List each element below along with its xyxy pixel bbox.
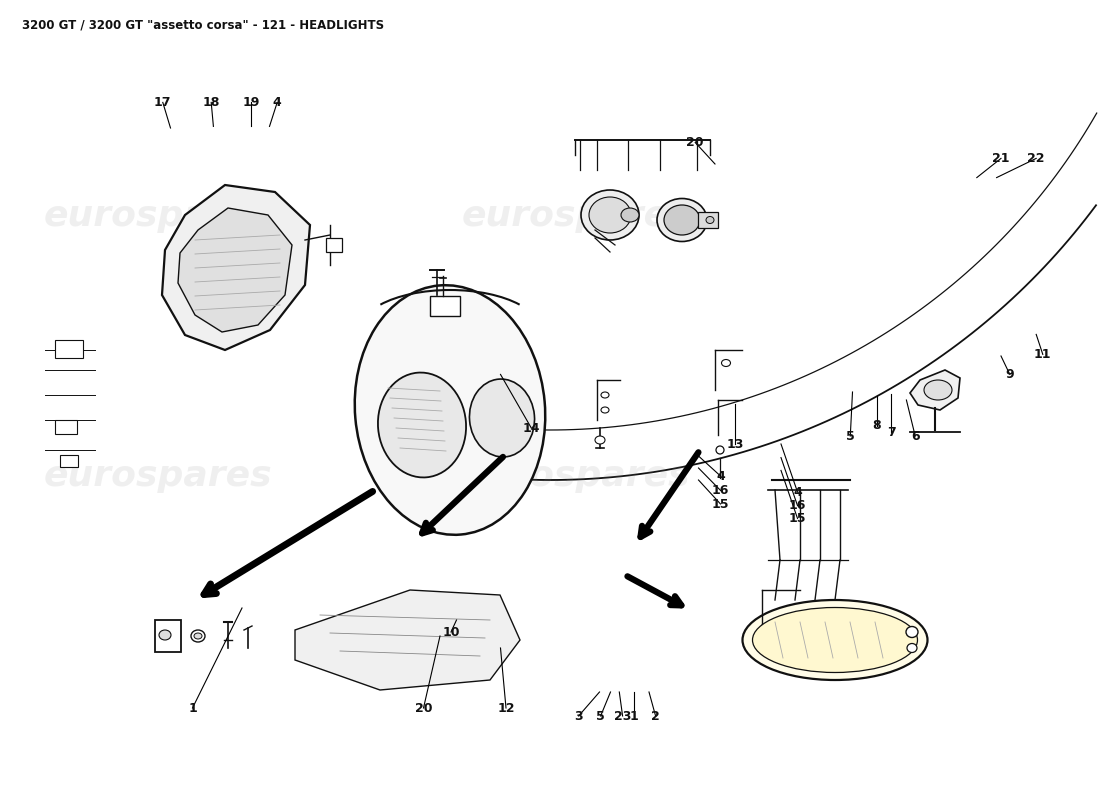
Text: 10: 10 [442, 626, 460, 638]
Text: 18: 18 [202, 96, 220, 109]
Ellipse shape [160, 630, 170, 640]
Text: 7: 7 [887, 426, 895, 438]
Ellipse shape [595, 436, 605, 444]
Text: 19: 19 [242, 96, 260, 109]
Bar [55, 340, 82, 358]
Ellipse shape [722, 359, 730, 366]
Ellipse shape [191, 630, 205, 642]
Ellipse shape [906, 626, 918, 638]
Ellipse shape [706, 217, 714, 223]
Text: 2: 2 [651, 710, 660, 722]
Text: 20: 20 [415, 702, 432, 714]
Bar [155, 620, 182, 652]
Ellipse shape [194, 633, 202, 639]
Ellipse shape [378, 373, 466, 478]
Ellipse shape [601, 392, 609, 398]
Text: 4: 4 [793, 486, 802, 498]
Text: eurospares: eurospares [44, 459, 273, 493]
Text: 15: 15 [789, 512, 806, 525]
Text: 6: 6 [911, 430, 920, 442]
Ellipse shape [657, 198, 707, 242]
Ellipse shape [354, 286, 546, 534]
Bar [698, 212, 718, 228]
Text: 8: 8 [872, 419, 881, 432]
Text: 3200 GT / 3200 GT "assetto corsa" - 121 - HEADLIGHTS: 3200 GT / 3200 GT "assetto corsa" - 121 … [22, 18, 384, 31]
Text: 5: 5 [596, 710, 605, 722]
Bar [60, 455, 78, 467]
Ellipse shape [924, 380, 952, 400]
Text: eurospares: eurospares [462, 459, 691, 493]
Text: 12: 12 [497, 702, 515, 714]
Text: 1: 1 [188, 702, 197, 714]
Ellipse shape [716, 446, 724, 454]
Polygon shape [162, 185, 310, 350]
Ellipse shape [752, 607, 917, 673]
Polygon shape [295, 590, 520, 690]
Ellipse shape [581, 190, 639, 240]
Text: 3: 3 [574, 710, 583, 722]
Text: 13: 13 [726, 438, 744, 450]
Text: 5: 5 [846, 430, 855, 442]
Text: 4: 4 [716, 470, 725, 482]
Ellipse shape [588, 197, 631, 233]
Text: 22: 22 [1027, 152, 1045, 165]
Ellipse shape [621, 208, 639, 222]
Text: 15: 15 [712, 498, 729, 510]
Text: 4: 4 [273, 96, 282, 109]
Polygon shape [910, 370, 960, 410]
Text: 9: 9 [1005, 368, 1014, 381]
Text: 23: 23 [614, 710, 631, 722]
Text: eurospares: eurospares [44, 199, 273, 233]
Text: 20: 20 [686, 136, 704, 149]
Polygon shape [178, 208, 292, 332]
Text: 1: 1 [629, 710, 638, 722]
Ellipse shape [664, 205, 700, 235]
Ellipse shape [601, 407, 609, 413]
Bar [326, 238, 342, 252]
Text: 11: 11 [1034, 348, 1052, 361]
Text: 16: 16 [712, 484, 729, 497]
Text: 16: 16 [789, 499, 806, 512]
Ellipse shape [742, 600, 927, 680]
Ellipse shape [470, 379, 535, 457]
Bar [55, 420, 77, 434]
Bar [430, 296, 460, 316]
Text: 21: 21 [992, 152, 1010, 165]
Ellipse shape [908, 643, 917, 653]
Text: 17: 17 [154, 96, 172, 109]
Text: 14: 14 [522, 422, 540, 434]
Text: eurospares: eurospares [462, 199, 691, 233]
